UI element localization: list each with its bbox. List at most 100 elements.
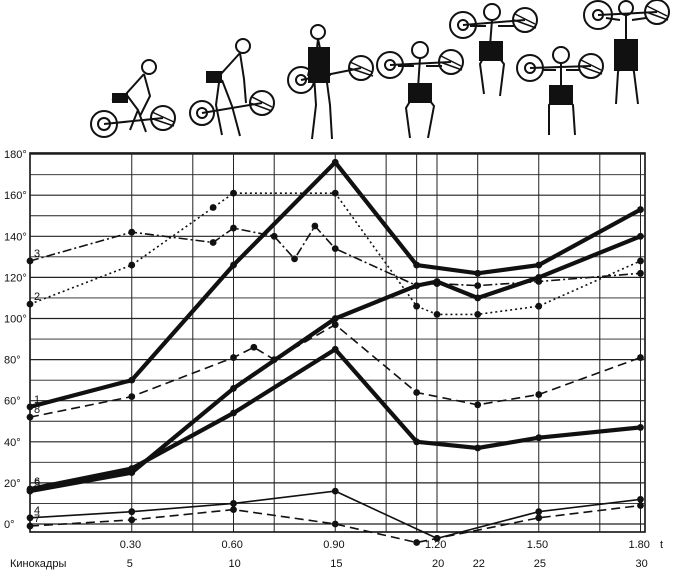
frame-tick-label: 10 xyxy=(229,558,241,570)
series-line-inner xyxy=(29,348,641,490)
series-point xyxy=(637,206,644,213)
series-point xyxy=(26,300,34,308)
series-point xyxy=(270,232,278,240)
y-tick-label: 80° xyxy=(4,355,21,367)
series-8: 8 xyxy=(26,321,644,421)
series-point xyxy=(413,261,421,269)
series-point xyxy=(433,310,441,318)
series-point xyxy=(128,508,136,516)
athlete-figure-3 xyxy=(287,24,374,140)
series-point xyxy=(250,343,258,351)
y-axis: 0° 20° 40° 60° 80° 100° 120° 140° 160° 180° xyxy=(4,149,27,531)
series-point xyxy=(331,345,339,353)
series-point xyxy=(26,485,34,493)
series-point xyxy=(230,354,237,361)
series-point xyxy=(535,391,543,398)
series-label: 1 xyxy=(34,394,40,406)
series-point xyxy=(331,487,339,495)
series-point xyxy=(637,424,644,431)
y-tick-label: 120° xyxy=(4,272,27,284)
time-tick-label: 0.30 xyxy=(120,539,141,551)
series-point xyxy=(433,534,441,542)
series-point xyxy=(474,294,482,302)
series-label: 8 xyxy=(34,404,40,416)
y-tick-label: 60° xyxy=(4,396,21,408)
series-point xyxy=(230,384,237,392)
series-point xyxy=(26,403,34,411)
series-line-inner xyxy=(29,160,641,408)
series-point xyxy=(230,224,237,232)
frame-tick-label: 20 xyxy=(432,558,444,570)
series-point xyxy=(331,315,339,322)
series-point xyxy=(535,261,543,269)
series-point xyxy=(128,465,136,472)
athlete-figure-2 xyxy=(189,38,275,137)
y-tick-label: 40° xyxy=(4,437,21,449)
y-tick-label: 180° xyxy=(4,149,27,161)
series-point xyxy=(26,413,34,421)
series-point xyxy=(331,158,339,166)
series-point xyxy=(637,354,644,361)
frame-tick-label: 25 xyxy=(534,558,546,570)
y-tick-label: 100° xyxy=(4,314,27,326)
series-point xyxy=(128,228,136,236)
series-point xyxy=(413,539,421,546)
series-point xyxy=(637,232,644,240)
y-tick-label: 20° xyxy=(4,478,21,490)
series-point xyxy=(474,282,482,290)
series-2: 2 xyxy=(26,189,644,318)
frame-tick-label: 15 xyxy=(330,558,342,570)
series-label: 3 xyxy=(34,248,40,260)
series-point xyxy=(637,257,644,265)
series-6: 6 xyxy=(26,345,644,493)
series-label: 2 xyxy=(34,291,40,303)
frame-tick-label: 5 xyxy=(127,558,133,570)
y-tick-label: 160° xyxy=(4,190,27,202)
series-point xyxy=(331,245,339,253)
series-point xyxy=(413,302,421,310)
series-point xyxy=(311,222,319,230)
series-point xyxy=(535,514,543,522)
frame-axis-label: Кинокадры xyxy=(10,558,66,570)
series-label: 4 xyxy=(34,505,40,517)
series-point xyxy=(474,444,482,452)
frame-tick-label: 30 xyxy=(636,558,648,570)
y-tick-label: 0° xyxy=(4,519,15,531)
series-point xyxy=(209,239,217,246)
series-point xyxy=(26,514,34,522)
series-point xyxy=(535,274,543,281)
y-tick-label: 140° xyxy=(4,231,27,243)
time-tick-label: 1.50 xyxy=(527,539,548,551)
series-point xyxy=(230,409,237,417)
series-7: 7 xyxy=(26,502,644,546)
series-point xyxy=(331,520,339,528)
athlete-figure-1 xyxy=(90,59,176,138)
athlete-sequence-illustration xyxy=(90,0,670,140)
series-point xyxy=(128,393,136,400)
time-axis-unit: t xyxy=(660,539,663,551)
series-point xyxy=(331,321,339,329)
series-point xyxy=(413,282,421,290)
series-point xyxy=(637,495,644,503)
series-point xyxy=(535,508,543,516)
series-point xyxy=(474,269,482,277)
series-line xyxy=(29,323,641,418)
series-label: 7 xyxy=(34,513,40,525)
time-tick-label: 0.90 xyxy=(323,539,344,551)
series-point xyxy=(230,189,237,197)
time-tick-label: 1.20 xyxy=(425,539,446,551)
athlete-figure-4 xyxy=(376,41,464,139)
series-label: 5 xyxy=(34,478,40,490)
series-point xyxy=(535,302,543,310)
plot-frame xyxy=(29,152,646,533)
series-point xyxy=(413,389,421,396)
series-point xyxy=(230,506,237,514)
series-line xyxy=(29,504,641,544)
series-1: 1 xyxy=(26,158,644,411)
series-point xyxy=(413,438,421,446)
series-point xyxy=(128,516,136,524)
series-point xyxy=(26,522,34,530)
x-axis: 0.30 0.60 0.90 1.20 1.50 1.80 t Кинокадры 5 10 15 2… xyxy=(10,539,663,570)
athlete-figure-6 xyxy=(516,46,604,136)
